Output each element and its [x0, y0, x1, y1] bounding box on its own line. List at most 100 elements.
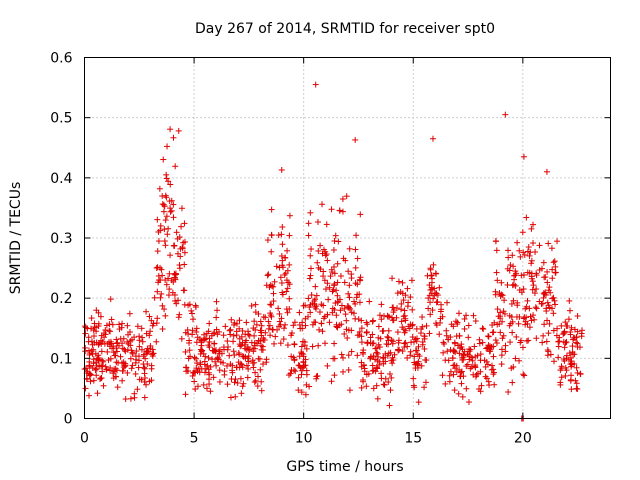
- data-point: [85, 334, 92, 341]
- data-point: [165, 225, 172, 232]
- data-point: [93, 365, 100, 372]
- x-tick-label: 20: [514, 431, 532, 447]
- data-point: [554, 325, 561, 332]
- data-point: [173, 300, 180, 307]
- data-point: [306, 383, 313, 390]
- data-point: [323, 251, 330, 258]
- data-point: [264, 272, 271, 279]
- data-point: [543, 338, 550, 345]
- data-point: [444, 348, 451, 355]
- data-point: [278, 253, 285, 260]
- data-point: [389, 338, 396, 345]
- data-point: [545, 287, 552, 294]
- data-point: [107, 367, 114, 374]
- data-point: [500, 332, 507, 339]
- data-point: [172, 163, 179, 170]
- data-point: [100, 358, 107, 365]
- data-point: [471, 343, 478, 350]
- data-point: [412, 336, 419, 343]
- data-point: [404, 354, 411, 361]
- data-point: [558, 363, 565, 370]
- axis-ticks: [84, 57, 611, 419]
- data-point: [533, 305, 540, 312]
- data-point: [352, 315, 359, 322]
- data-point: [477, 351, 484, 358]
- data-point: [321, 340, 328, 347]
- data-point: [291, 341, 298, 348]
- data-point: [306, 275, 313, 282]
- data-point: [343, 317, 350, 324]
- data-point: [112, 373, 119, 380]
- data-point: [94, 390, 101, 397]
- data-point: [282, 254, 289, 261]
- data-point: [453, 368, 460, 375]
- data-point: [205, 354, 212, 361]
- data-point: [449, 354, 456, 361]
- data-point: [155, 238, 162, 245]
- data-point: [144, 345, 151, 352]
- data-point: [164, 231, 171, 238]
- data-point: [375, 323, 382, 330]
- data-point: [276, 323, 283, 330]
- data-point: [199, 347, 206, 354]
- data-point: [205, 366, 212, 373]
- data-point: [385, 341, 392, 348]
- data-point: [250, 364, 257, 371]
- data-point: [402, 317, 409, 324]
- data-point: [353, 232, 360, 239]
- data-point: [319, 201, 326, 208]
- data-point: [181, 301, 188, 308]
- data-point: [378, 301, 385, 308]
- data-point: [158, 290, 165, 297]
- data-point: [162, 242, 169, 249]
- data-point: [320, 302, 327, 309]
- data-point: [550, 294, 557, 301]
- data-point: [434, 298, 441, 305]
- data-point: [396, 346, 403, 353]
- data-point: [182, 348, 189, 355]
- data-point: [485, 333, 492, 340]
- data-point: [237, 343, 244, 350]
- data-point: [181, 287, 188, 294]
- data-point: [545, 302, 552, 309]
- data-point: [136, 337, 143, 344]
- data-point: [237, 375, 244, 382]
- data-point: [388, 374, 395, 381]
- data-point: [314, 259, 321, 266]
- data-point: [193, 329, 200, 336]
- data-point: [493, 247, 500, 254]
- data-point: [530, 221, 537, 228]
- data-point: [299, 365, 306, 372]
- data-point: [314, 218, 321, 225]
- data-point: [97, 376, 104, 383]
- data-point: [507, 262, 514, 269]
- data-point: [224, 381, 231, 388]
- data-point: [166, 286, 173, 293]
- data-point: [562, 339, 569, 346]
- data-point: [204, 362, 211, 369]
- data-point: [358, 359, 365, 366]
- x-tick-label: 0: [80, 431, 89, 447]
- data-point: [234, 380, 241, 387]
- data-point: [295, 374, 302, 381]
- data-point: [259, 343, 266, 350]
- data-point: [538, 265, 545, 272]
- data-point: [490, 366, 497, 373]
- data-point: [129, 336, 136, 343]
- data-point: [90, 377, 97, 384]
- data-point: [512, 272, 519, 279]
- data-point: [461, 325, 468, 332]
- data-point: [320, 273, 327, 280]
- data-point: [119, 345, 126, 352]
- data-point: [298, 343, 305, 350]
- data-point: [280, 336, 287, 343]
- data-point: [348, 271, 355, 278]
- data-point: [430, 295, 437, 302]
- data-point: [354, 352, 361, 359]
- data-point: [376, 361, 383, 368]
- data-point: [143, 348, 150, 355]
- data-point: [186, 347, 193, 354]
- data-point: [227, 394, 234, 401]
- data-point: [230, 338, 237, 345]
- data-point: [168, 197, 175, 204]
